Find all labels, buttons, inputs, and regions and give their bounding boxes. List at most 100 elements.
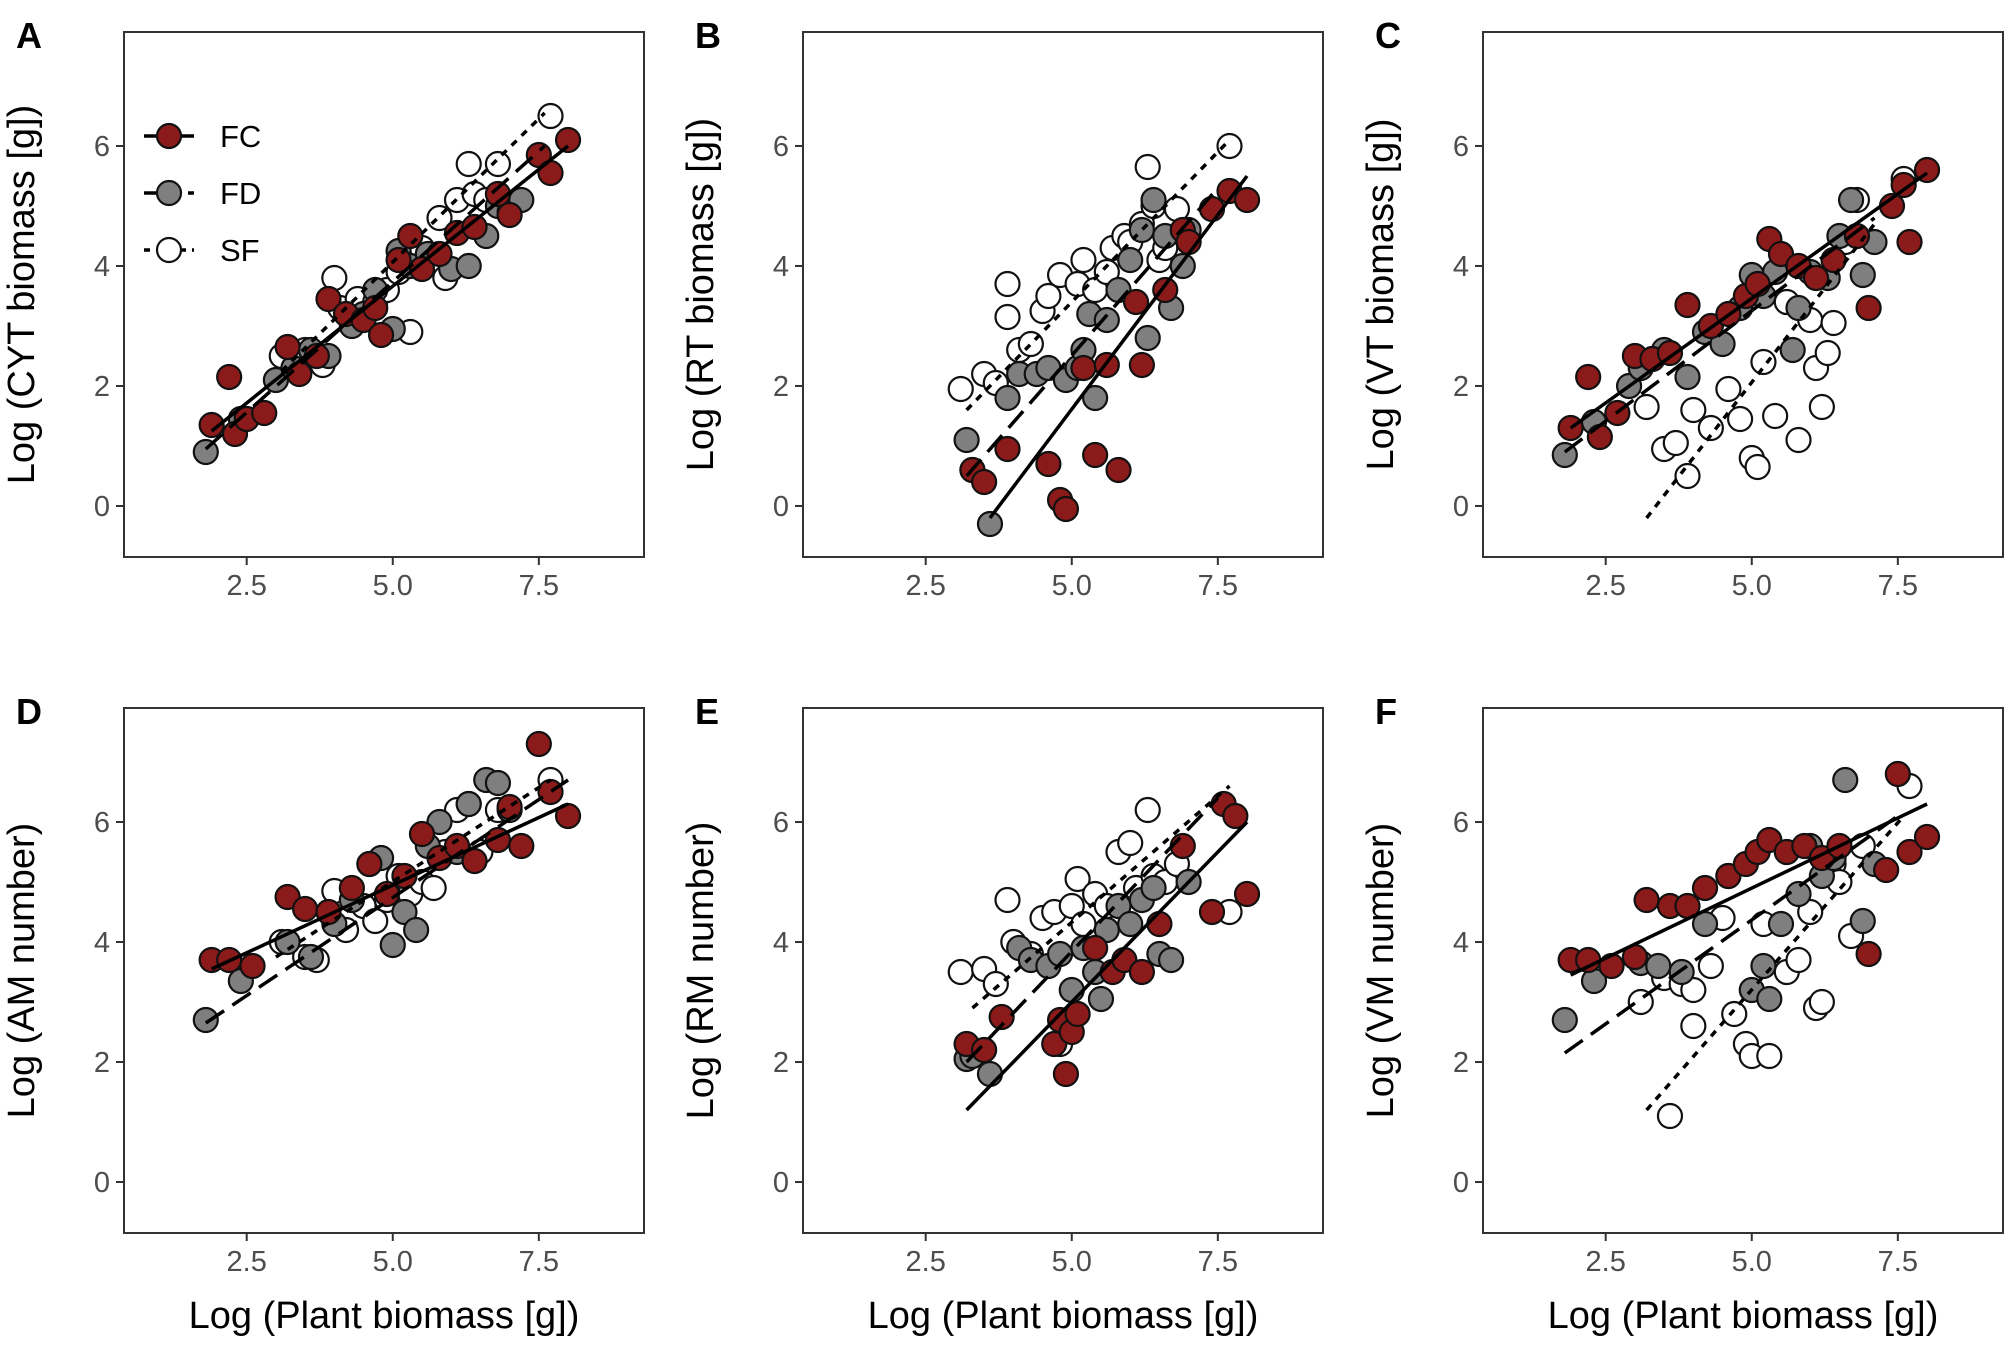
fit-line-fc — [965, 820, 1249, 1112]
data-point-fd — [1645, 952, 1672, 980]
data-point-fd — [484, 769, 512, 797]
panel-d: D 2.5 5.0 7.5 0 2 4 6 Log (AM number) Log (Plant … — [1, 691, 645, 1337]
data-point-fc — [1633, 886, 1660, 914]
y-tick-label: 6 — [94, 131, 110, 163]
data-point-sf — [994, 270, 1021, 298]
data-point-fc — [216, 363, 243, 391]
y-axis-title: Log (RT biomass [g]) — [680, 118, 722, 471]
data-point-fc — [1586, 423, 1613, 451]
data-point-sf — [1785, 946, 1812, 974]
data-point-fd — [1750, 952, 1777, 980]
y-tick-label: 0 — [773, 1167, 789, 1199]
data-point-fc — [397, 222, 424, 250]
x-tick-label: 7.5 — [519, 570, 559, 602]
data-point-sf — [455, 150, 482, 178]
x-tick-label: 7.5 — [519, 1246, 559, 1278]
x-tick-label: 2.5 — [906, 1246, 946, 1278]
data-point-fc — [292, 895, 319, 923]
data-point-fd — [1849, 907, 1876, 935]
data-point-fc — [1082, 934, 1109, 962]
x-tick-label: 7.5 — [1198, 570, 1238, 602]
data-point-fc — [385, 246, 412, 274]
data-point-fc — [315, 285, 342, 313]
legend-key-sf — [155, 236, 183, 264]
data-point-sf — [1697, 952, 1724, 980]
x-axis-title: Log (Plant biomass [g]) — [189, 1295, 580, 1337]
data-point-sf — [994, 303, 1021, 331]
data-point-fc — [1855, 940, 1882, 968]
data-point-fc — [1052, 495, 1080, 523]
plot-frame — [802, 707, 1324, 1234]
data-point-fc — [496, 201, 523, 229]
plot-frame — [802, 31, 1324, 558]
y-tick-label: 4 — [94, 927, 110, 959]
data-point-sf — [1726, 405, 1754, 433]
panel-letter: D — [16, 691, 42, 732]
y-axis-title: Log (AM number) — [1, 823, 43, 1119]
panel-e: E 2.5 5.0 7.5 0 2 4 6 Log (RM number) Log (Plant … — [680, 691, 1324, 1337]
data-point-fc — [338, 874, 365, 902]
data-point-fc — [1198, 898, 1226, 926]
y-tick-label: 2 — [773, 1047, 789, 1079]
data-point-fd — [953, 426, 980, 454]
data-point-fc — [1890, 171, 1917, 199]
data-point-sf — [537, 102, 564, 130]
data-point-fc — [1070, 354, 1097, 382]
fit-line-sf — [280, 111, 546, 373]
data-point-fd — [1058, 976, 1085, 1004]
y-tick-label: 0 — [94, 1167, 110, 1199]
data-point-fd — [1134, 324, 1161, 352]
data-point-sf — [994, 886, 1021, 914]
data-point-sf — [1721, 1000, 1748, 1028]
fit-line-fc — [1569, 171, 1929, 430]
x-tick-label: 2.5 — [1586, 570, 1626, 602]
data-point-fc — [1152, 276, 1179, 304]
legend-key-fc — [155, 122, 183, 150]
y-tick-label: 6 — [1453, 807, 1469, 839]
y-axis-title: Log (VM number) — [1360, 823, 1402, 1119]
y-tick-label: 0 — [1453, 491, 1469, 523]
y-tick-label: 4 — [1453, 927, 1469, 959]
data-point-fd — [192, 1006, 219, 1034]
data-point-fc — [1128, 958, 1155, 986]
fit-line-fd — [965, 796, 1220, 1064]
data-point-fc — [971, 468, 998, 496]
data-point-fc — [1691, 874, 1719, 902]
panel-letter: C — [1375, 15, 1401, 56]
x-tick-label: 5.0 — [373, 1246, 413, 1278]
data-point-fc — [1896, 838, 1923, 866]
panel-letter: F — [1375, 691, 1397, 732]
fit-line-fd — [204, 778, 570, 1025]
panel-b: B 2.5 5.0 7.5 0 2 4 6 Log (RT biomass [g]) — [680, 15, 1324, 602]
x-tick-label: 2.5 — [227, 1246, 267, 1278]
data-point-fd — [976, 510, 1004, 538]
data-point-sf — [1093, 258, 1120, 286]
data-point-fd — [379, 931, 406, 959]
data-point-fc — [988, 1003, 1015, 1031]
data-point-fc — [461, 213, 488, 241]
data-point-fc — [1222, 802, 1249, 830]
data-point-fd — [1674, 363, 1701, 391]
data-point-fd — [1157, 946, 1185, 974]
series-fd-points — [953, 186, 1202, 538]
data-point-fd — [297, 943, 325, 971]
data-point-fc — [408, 820, 436, 848]
data-point-sf — [1035, 282, 1062, 310]
data-point-fc — [1802, 264, 1830, 292]
data-point-sf — [1134, 796, 1161, 824]
data-point-fc — [367, 321, 395, 349]
data-point-fd — [1849, 261, 1876, 289]
y-tick-label: 2 — [94, 371, 110, 403]
panel-c: C 2.5 5.0 7.5 0 2 4 6 Log (VT biomass [g]) — [1360, 15, 2004, 602]
panel-letter: E — [695, 691, 719, 732]
fit-line-fd — [204, 144, 546, 451]
data-point-sf — [1134, 153, 1161, 181]
data-point-fd — [192, 438, 219, 466]
data-point-fc — [1884, 760, 1911, 788]
fit-line-fd — [1563, 814, 1899, 1055]
data-point-fc — [508, 832, 535, 860]
data-point-sf — [1216, 132, 1243, 160]
y-tick-label: 0 — [1453, 1167, 1469, 1199]
data-point-fc — [198, 411, 225, 439]
data-point-fc — [496, 793, 523, 821]
